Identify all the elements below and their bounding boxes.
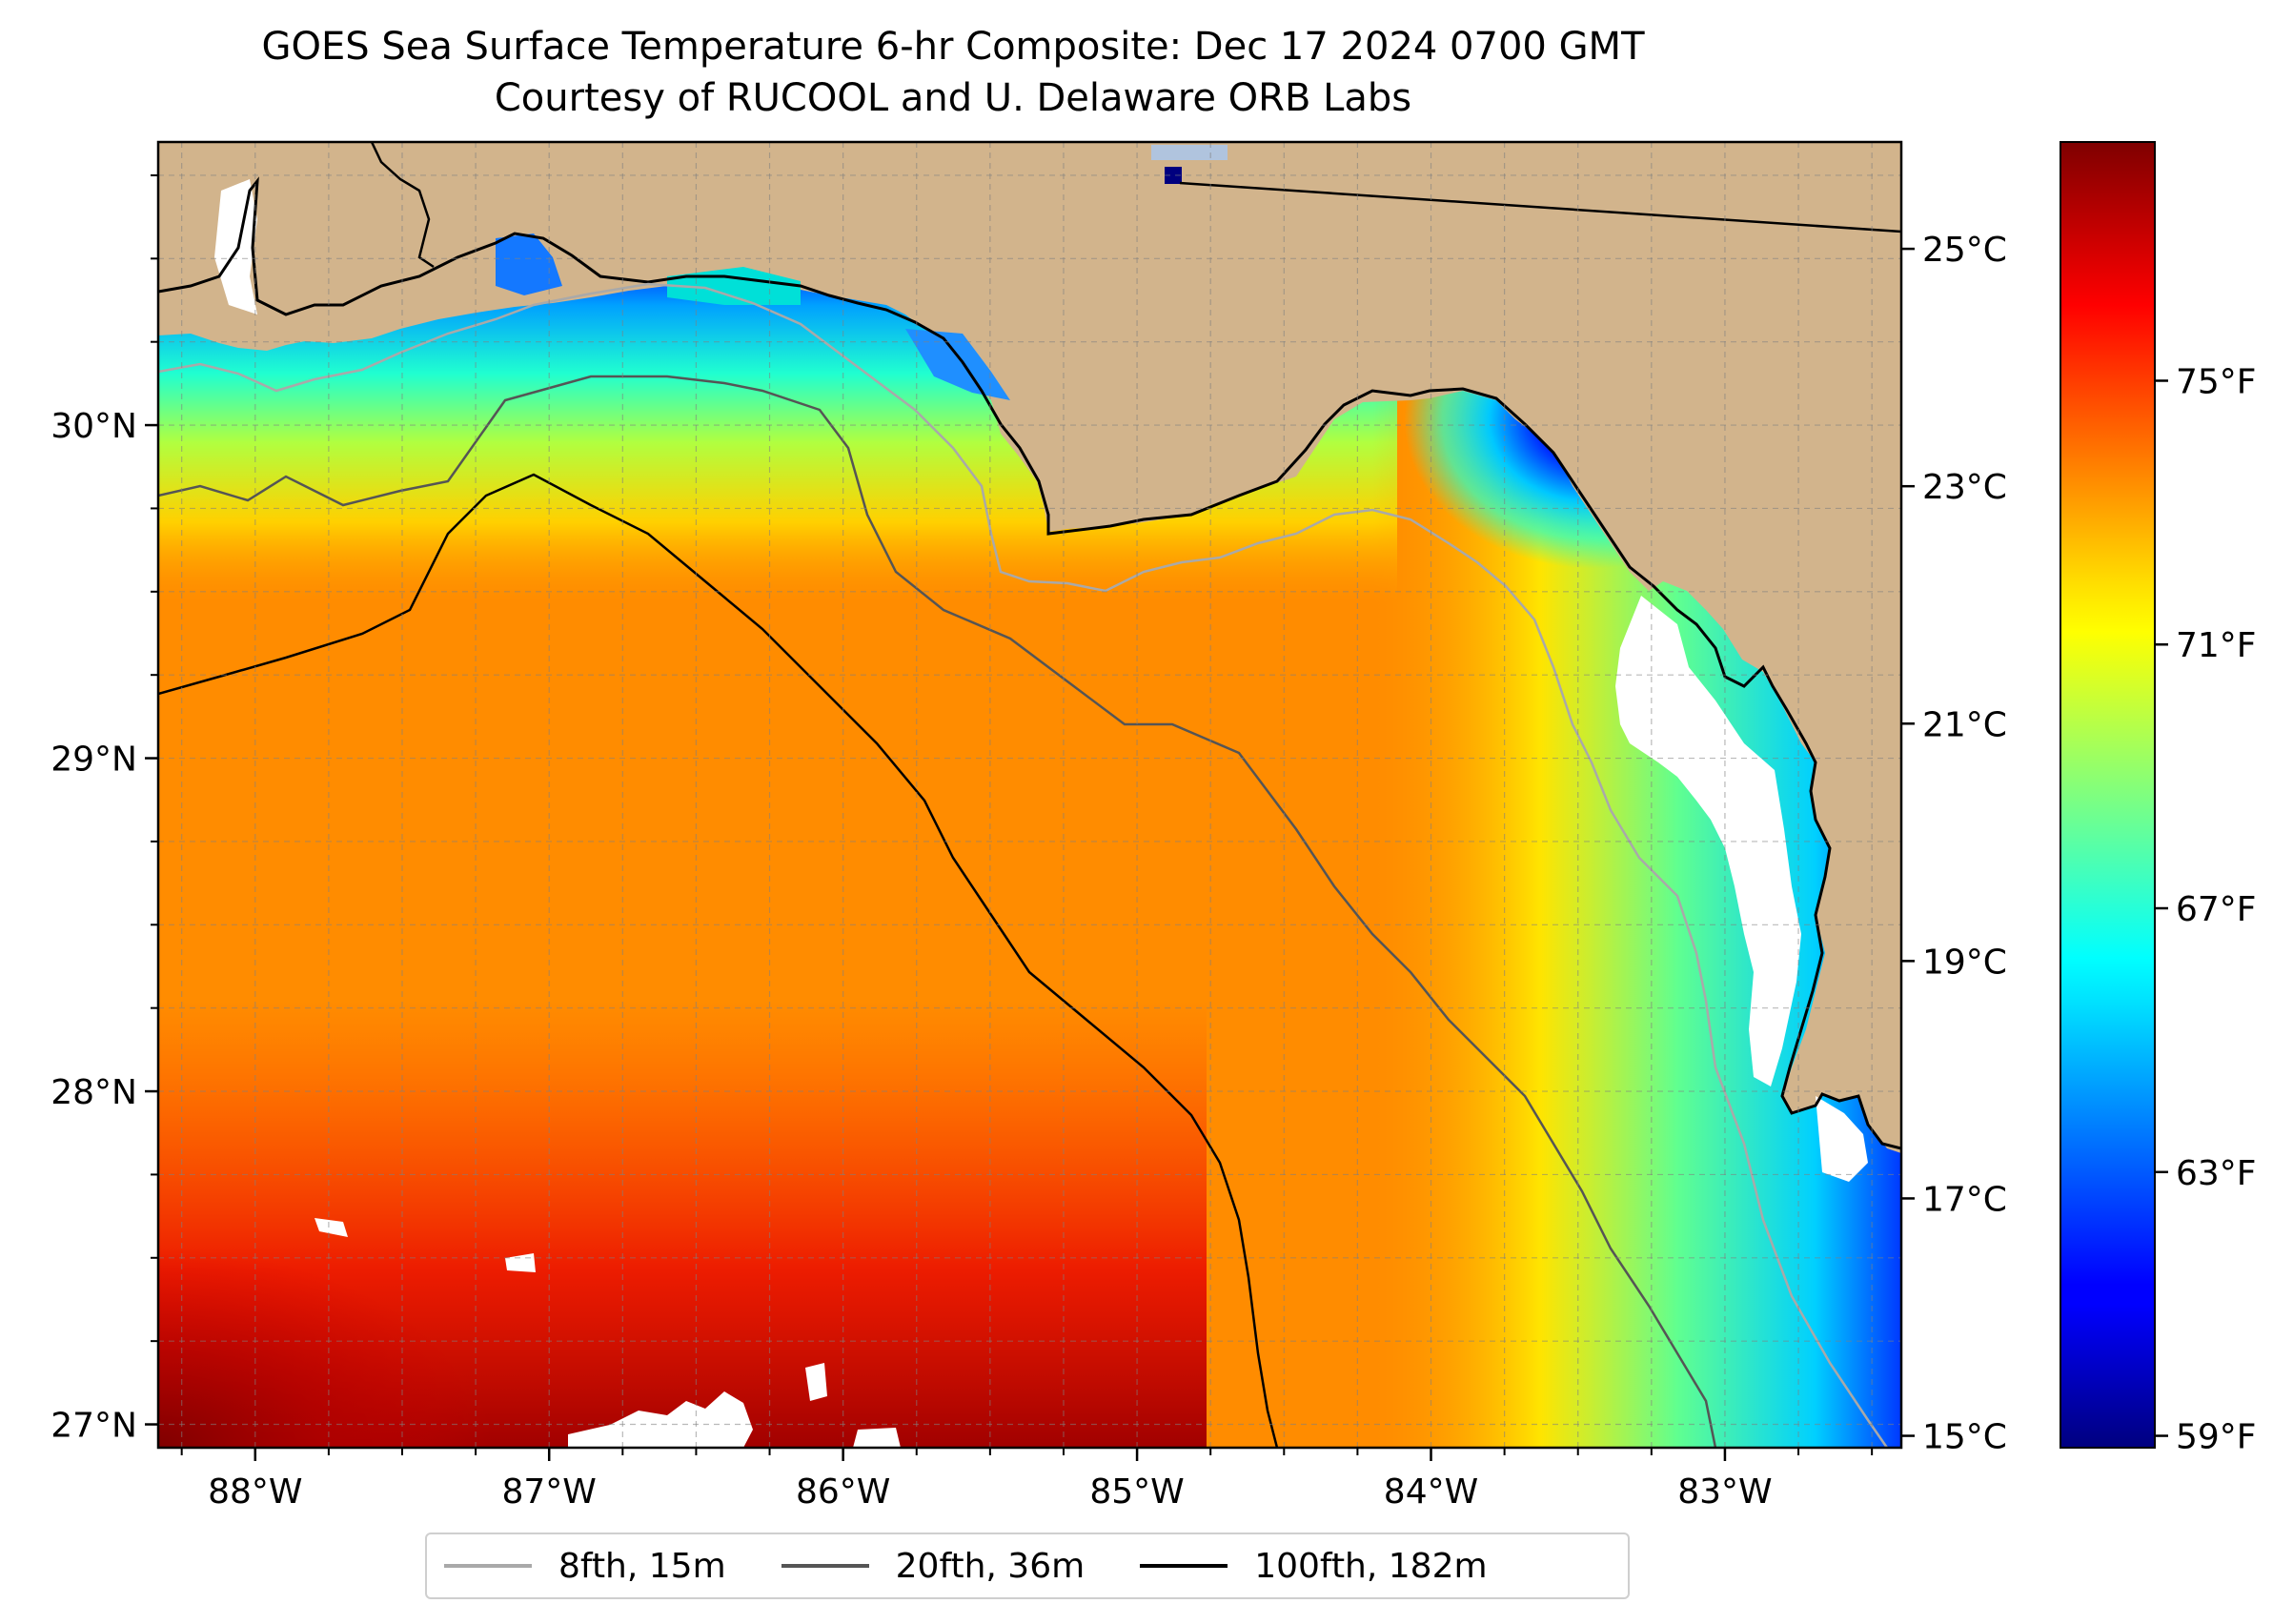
legend-swatch-20fth [781, 1564, 869, 1568]
map-title: GOES Sea Surface Temperature 6-hr Compos… [261, 25, 1645, 69]
celsius-tick-label: 15°C [1922, 1418, 2007, 1457]
lon-tick-label: 88°W [208, 1472, 302, 1512]
inland-lake [1151, 145, 1228, 160]
no-data-cloud-south-5 [853, 1428, 901, 1448]
no-data-cloud-south-1 [568, 1391, 753, 1448]
celsius-tick-label: 23°C [1922, 468, 2007, 507]
contour-20fth-36m [158, 375, 1717, 1448]
legend-item-100fth: 100fth, 182m [1140, 1546, 1488, 1586]
legend-label-100fth: 100fth, 182m [1254, 1546, 1488, 1586]
coastline [158, 176, 1901, 1150]
land [158, 142, 1901, 1448]
lat-tick-label: 27°N [51, 1407, 137, 1446]
colorbar-ticks: 15°C 17°C 19°C 21°C 23°C 25°C 59°F 63°F 67°F 71°F… [1901, 231, 2257, 1457]
celsius-tick-label: 25°C [1922, 231, 2007, 270]
no-data-cloud-south-2 [805, 1363, 827, 1401]
celsius-tick-label: 21°C [1922, 705, 2007, 744]
inland-cold-pixel [1165, 167, 1182, 184]
lon-tick-label: 84°W [1384, 1472, 1478, 1512]
lon-tick-label: 85°W [1089, 1472, 1184, 1512]
map-subtitle: Courtesy of RUCOOL and U. Delaware ORB L… [494, 76, 1412, 120]
axis-ticks: 88°W 87°W 86°W 85°W 84°W 83°W 30°N 29°N 28°N 27°N [51, 173, 1874, 1512]
sst-warmest-core [158, 1048, 825, 1448]
apalachicola-bay [905, 329, 1010, 400]
legend-label-8fth: 8fth, 15m [558, 1546, 726, 1586]
state-border-ga [1179, 181, 1901, 233]
legend-item-20fth: 20fth, 36m [781, 1546, 1086, 1586]
legend: 8fth, 15m 20fth, 36m 100fth, 182m [425, 1533, 1630, 1599]
lat-tick-label: 30°N [51, 407, 137, 446]
legend-swatch-100fth [1140, 1564, 1228, 1568]
legend-swatch-8fth [444, 1564, 532, 1568]
fahrenheit-tick-label: 75°F [2176, 362, 2257, 401]
contour-8fth-15m [158, 282, 1889, 1448]
colorbar-frame [2060, 141, 2156, 1449]
fahrenheit-tick-label: 71°F [2176, 626, 2257, 665]
fahrenheit-tick-label: 59°F [2176, 1418, 2257, 1457]
pensacola-bay [496, 233, 562, 295]
lat-tick-label: 29°N [51, 741, 137, 780]
gridlines [158, 142, 1901, 1448]
legend-item-8fth: 8fth, 15m [444, 1547, 726, 1586]
lon-tick-label: 87°W [502, 1472, 597, 1512]
lat-tick-label: 28°N [51, 1073, 137, 1112]
no-data-cloud-south-4 [315, 1218, 348, 1237]
fahrenheit-tick-label: 67°F [2176, 890, 2257, 929]
celsius-tick-label: 19°C [1922, 943, 2007, 982]
lon-tick-label: 83°W [1677, 1472, 1772, 1512]
bathymetry [158, 282, 1889, 1448]
no-data-tampa-bay [1816, 1096, 1868, 1182]
florida-panhandle-land [158, 142, 1901, 1153]
fahrenheit-tick-label: 63°F [2176, 1154, 2257, 1193]
contour-100fth-182m [158, 473, 1279, 1448]
no-data-coastal-strip [1615, 596, 1801, 1086]
lon-tick-label: 86°W [796, 1472, 890, 1512]
map-frame [156, 140, 1903, 1450]
state-border-al [370, 142, 435, 269]
colorbar [2060, 142, 2155, 1448]
celsius-tick-label: 17°C [1922, 1180, 2007, 1219]
legend-label-20fth: 20fth, 36m [895, 1546, 1086, 1586]
